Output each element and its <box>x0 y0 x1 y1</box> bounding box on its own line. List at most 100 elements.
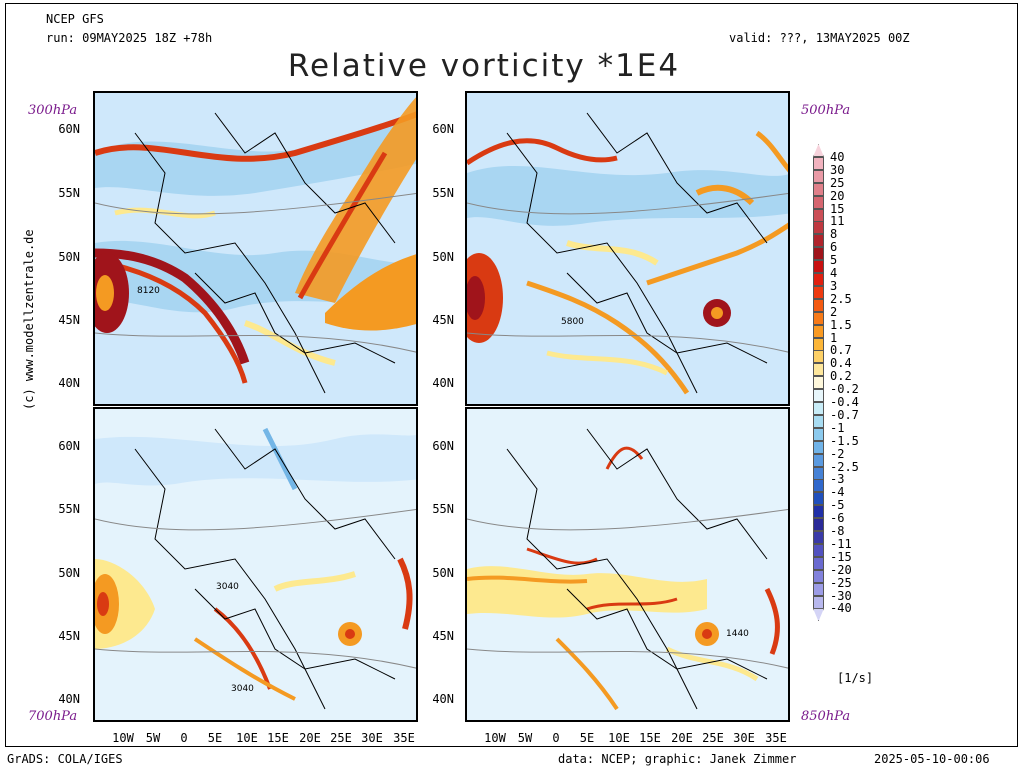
colorbar-label: -11 <box>830 536 852 551</box>
contour-label-300: 8120 <box>137 286 160 296</box>
colorbar-label: 0.2 <box>830 369 852 384</box>
left-top-lat-45n: 45N <box>58 313 80 327</box>
colorbar-swatch <box>813 182 824 196</box>
right-lon-10e: 10E <box>608 731 630 745</box>
right-lon-35e: 35E <box>765 731 787 745</box>
colorbar-label: 1.5 <box>830 317 852 332</box>
colorbar-swatch <box>813 195 824 209</box>
right-lon-25e: 25E <box>702 731 724 745</box>
right-top-lat-55n: 55N <box>432 186 454 200</box>
colorbar-swatch <box>813 298 824 312</box>
colorbar-label: 4 <box>830 266 838 280</box>
colorbar-swatch <box>813 402 824 415</box>
left-bot-lat-40n: 40N <box>58 692 80 706</box>
left-top-lat-50n: 50N <box>58 250 80 264</box>
level-label-700: 700hPa <box>28 709 78 724</box>
contour-label-850: 1440 <box>726 629 749 639</box>
left-bot-lat-60n: 60N <box>58 439 80 453</box>
colorbar-label: -3 <box>830 472 845 487</box>
colorbar-label: -4 <box>830 485 845 500</box>
model-name: NCEP GFS <box>46 12 104 26</box>
right-top-lat-45n: 45N <box>432 313 454 327</box>
colorbar-swatch <box>813 221 824 235</box>
left-lon-10w: 10W <box>112 731 134 745</box>
colorbar-swatch <box>813 595 824 609</box>
run-info: run: 09MAY2025 18Z +78h <box>46 31 213 45</box>
colorbar-swatch <box>813 324 824 338</box>
left-top-lat-40n: 40N <box>58 376 80 390</box>
colorbar-label: 30 <box>830 162 845 177</box>
right-lon-10w: 10W <box>484 731 506 745</box>
colorbar-label: 40 <box>830 149 845 164</box>
colorbar-swatch <box>813 440 824 454</box>
colorbar-swatch <box>813 453 824 467</box>
colorbar-label: 25 <box>830 175 845 190</box>
colorbar-swatch <box>813 505 824 519</box>
vorticity-field-300: 8120 <box>95 93 416 404</box>
colorbar-swatch <box>813 273 824 286</box>
left-top-lat-55n: 55N <box>58 186 80 200</box>
map-title: Relative vorticity *1E4 <box>287 48 681 84</box>
colorbar-label: -0.2 <box>830 382 859 397</box>
left-lon-20e: 20E <box>299 731 321 745</box>
colorbar-label: 11 <box>830 214 845 229</box>
right-bot-lat-60n: 60N <box>432 439 454 453</box>
colorbar-label: -6 <box>830 511 845 526</box>
colorbar-label: 8 <box>830 227 838 242</box>
colorbar-label: 20 <box>830 188 845 203</box>
contour-label-700b: 3040 <box>231 684 254 694</box>
colorbar-label: -8 <box>830 524 845 538</box>
colorbar-label: 1 <box>830 330 838 345</box>
colorbar-swatch <box>813 234 824 248</box>
colorbar-swatch <box>813 363 824 377</box>
right-bot-lat-40n: 40N <box>432 692 454 706</box>
colorbar-swatch <box>813 169 824 183</box>
colorbar-label: -2 <box>830 446 845 461</box>
colorbar-label: 3 <box>830 278 838 293</box>
colorbar-swatch <box>813 543 824 557</box>
colorbar-swatch <box>813 389 824 403</box>
colorbar-label: -25 <box>830 575 852 590</box>
valid-time: valid: ???, 13MAY2025 00Z <box>729 31 910 45</box>
colorbar-label: -30 <box>830 588 852 603</box>
right-lon-5e: 5E <box>579 731 595 745</box>
colorbar-swatch <box>813 556 824 570</box>
colorbar-label: -20 <box>830 562 852 577</box>
level-label-850: 850hPa <box>801 709 851 724</box>
credit-text: (c) www.modellzentrale.de <box>22 229 36 410</box>
right-top-lat-40n: 40N <box>432 376 454 390</box>
left-lon-25e: 25E <box>330 731 352 745</box>
colorbar-swatch <box>813 376 824 390</box>
colorbar-swatch <box>813 311 824 325</box>
colorbar-unit: [1/s] <box>837 671 874 685</box>
colorbar-swatch <box>813 582 824 596</box>
right-bot-lat-50n: 50N <box>432 566 454 580</box>
colorbar-label: -0.7 <box>830 407 859 422</box>
left-lon-30e: 30E <box>361 731 383 745</box>
colorbar-label: 2 <box>830 304 838 319</box>
left-lon-10e: 10E <box>236 731 258 745</box>
left-top-lat-60n: 60N <box>58 122 80 136</box>
right-top-lat-60n: 60N <box>432 122 454 136</box>
colorbar-swatch <box>813 466 824 480</box>
colorbar-swatch <box>813 518 824 532</box>
left-lon-35e: 35E <box>393 731 415 745</box>
colorbar-label: -1 <box>830 420 845 435</box>
panel-850hpa: 1440 <box>465 407 790 722</box>
colorbar-swatch <box>813 569 824 583</box>
colorbar-swatch <box>813 337 824 351</box>
level-label-300: 300hPa <box>28 103 78 118</box>
footer-software: GrADS: COLA/IGES <box>7 752 123 766</box>
colorbar-label: 5 <box>830 253 838 268</box>
right-bot-lat-55n: 55N <box>432 502 454 516</box>
left-lon-5e: 5E <box>207 731 223 745</box>
colorbar-swatch <box>813 247 824 261</box>
colorbar-swatch <box>813 156 824 170</box>
colorbar-swatch <box>813 208 824 222</box>
right-top-lat-50n: 50N <box>432 250 454 264</box>
panel-500hpa: 5800 <box>465 91 790 406</box>
panel-300hpa: 8120 <box>93 91 418 406</box>
left-bot-lat-45n: 45N <box>58 629 80 643</box>
colorbar-label: 15 <box>830 201 845 216</box>
colorbar-swatch <box>813 427 824 441</box>
